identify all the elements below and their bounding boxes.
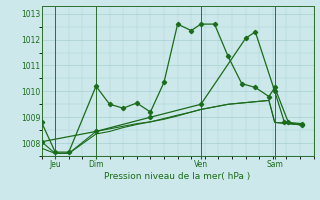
X-axis label: Pression niveau de la mer( hPa ): Pression niveau de la mer( hPa ): [104, 172, 251, 181]
